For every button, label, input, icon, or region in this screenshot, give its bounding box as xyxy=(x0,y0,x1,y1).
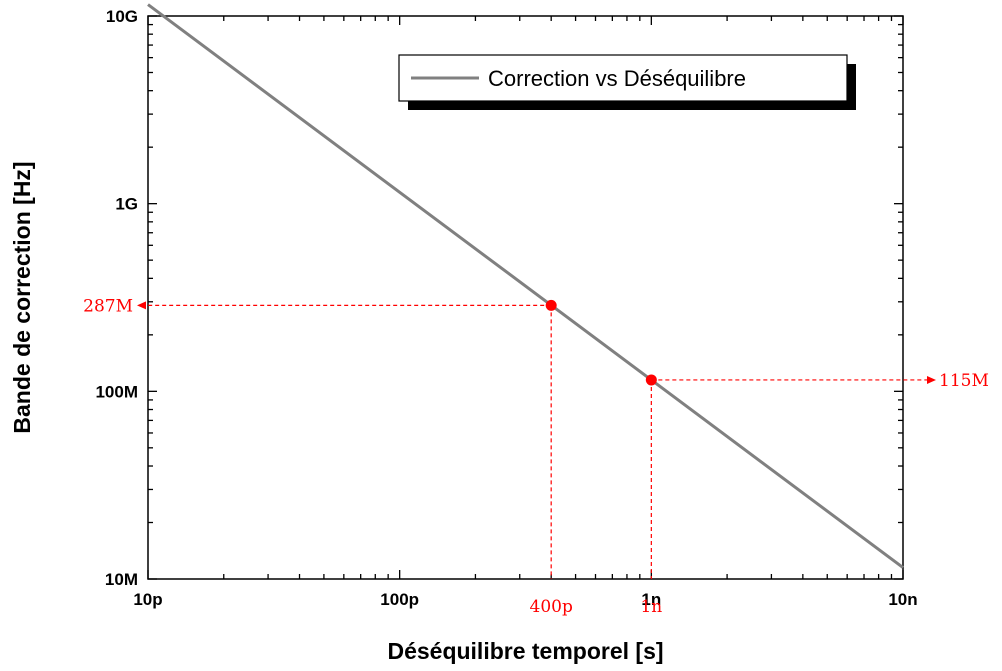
plot-border xyxy=(147,15,904,580)
y-tick-label: 1G xyxy=(115,195,138,214)
annotation-x-label: 400p xyxy=(530,597,573,617)
tick-labels: 10p 100p 1n 10n 10M 100M 1G 10G xyxy=(95,7,917,609)
annotation-y-label: 287M xyxy=(83,296,133,316)
legend: Correction vs Déséquilibre xyxy=(398,54,856,110)
x-tick-label: 100p xyxy=(380,590,419,609)
series-layer xyxy=(147,3,904,569)
y-tick-label: 10G xyxy=(106,7,138,26)
y-tick-label: 10M xyxy=(105,570,138,589)
annotation-arrowhead xyxy=(137,301,146,310)
series-line xyxy=(147,3,904,569)
x-axis-title: Déséquilibre temporel [s] xyxy=(387,638,663,664)
annotation-point xyxy=(545,299,557,311)
annotation-x-label: 1n xyxy=(640,597,662,617)
y-tick-label: 100M xyxy=(95,382,138,401)
y-axis-title: Bande de correction [Hz] xyxy=(9,161,35,433)
legend-label: Correction vs Déséquilibre xyxy=(488,66,746,91)
plot-frame xyxy=(147,15,904,580)
annotation-layer: 287M 400p 115M 1n xyxy=(83,296,989,617)
x-tick-label: 10p xyxy=(133,590,162,609)
x-tick-label: 1n xyxy=(641,590,661,609)
x-tick-label: 10n xyxy=(888,590,917,609)
axis-ticks xyxy=(147,15,904,580)
annotation-arrowhead xyxy=(927,375,936,384)
annotation-point xyxy=(645,374,657,386)
annotation-y-label: 115M xyxy=(939,371,989,391)
